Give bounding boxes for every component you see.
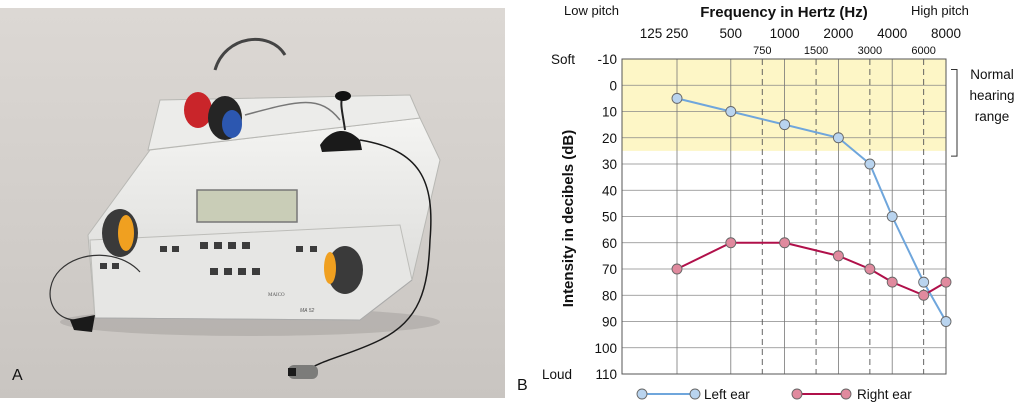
right-knob [324, 246, 363, 294]
device-model: MA 52 [300, 308, 314, 314]
left-ear-point [779, 119, 791, 131]
right-ear-point [864, 263, 876, 275]
y-tick-label: 50 [602, 210, 617, 225]
y-edge-label-loud: Loud [542, 367, 572, 382]
y-tick-label: 110 [595, 367, 617, 382]
left-ear-point [886, 211, 898, 222]
series-line-left-ear [676, 97, 947, 322]
headphone-band [213, 38, 287, 71]
normal-range-label-line: range [975, 109, 1010, 124]
x-tick-label-major: 500 [720, 26, 743, 41]
left-ear-point [671, 92, 683, 104]
y-tick-label: 40 [602, 183, 617, 198]
right-ear-point [779, 237, 791, 249]
right-ear-point [671, 263, 683, 275]
plot-frame [621, 58, 947, 375]
x-tick-label-major: 8000 [931, 26, 961, 41]
normal-range-label-line: hearing [969, 88, 1014, 103]
lcd-display [196, 189, 298, 223]
x-tick-label-minor: 3000 [858, 45, 882, 57]
x-edge-label-low: Low pitch [564, 3, 619, 18]
y-tick-label: 80 [602, 288, 617, 303]
microphone-cable [304, 139, 432, 373]
left-ear-point [864, 158, 876, 170]
legend-left-ear-label: Left ear [704, 387, 750, 402]
response-cable [49, 254, 141, 321]
legend-right-ear-marker [840, 388, 852, 400]
right-ear-point [940, 276, 952, 288]
x-tick-label-minor: 750 [753, 45, 771, 57]
x-tick-label-minor: 6000 [911, 45, 935, 57]
y-tick-label: 60 [602, 236, 617, 251]
audiometer-photo: MAICO MA 52 [0, 8, 505, 398]
y-tick-label: -10 [597, 52, 617, 67]
x-tick-label-major: 4000 [877, 26, 907, 41]
x-tick-label-major: 125 [640, 26, 663, 41]
x-tick-label-major: 250 [666, 26, 689, 41]
normal-range-band [622, 59, 946, 151]
y-edge-label-soft: Soft [551, 52, 575, 67]
left-ear-point [725, 106, 737, 117]
panel-label-a: A [12, 367, 23, 384]
legend-left-ear-marker [689, 388, 701, 400]
right-ear-point [886, 276, 898, 288]
headphone-red-cup [184, 92, 212, 128]
left-knob [102, 209, 138, 257]
x-tick-label-minor: 1500 [804, 45, 828, 57]
x-tick-label-major: 2000 [823, 26, 853, 41]
left-ear-point [940, 316, 952, 327]
y-tick-label: 30 [602, 157, 617, 172]
headphone-blue-cup [208, 96, 242, 140]
base-edge [94, 279, 413, 321]
y-tick-label: 90 [602, 315, 617, 330]
patient-response-button [288, 365, 318, 379]
y-axis-title: Intensity in decibels (dB) [560, 130, 577, 308]
legend-left-ear-marker [636, 388, 648, 400]
normal-range-bracket [951, 69, 958, 157]
right-ear-point [918, 289, 930, 301]
device-brand: MAICO [268, 293, 285, 298]
headphone-cable [244, 101, 341, 121]
left-ear-point [918, 276, 930, 288]
microphone [320, 91, 362, 152]
right-ear-point [725, 237, 737, 249]
x-tick-label-major: 1000 [770, 26, 800, 41]
left-ear-point [832, 132, 844, 144]
y-tick-label: 0 [609, 78, 617, 93]
panel-label-b: B [517, 377, 528, 394]
y-tick-label: 70 [602, 262, 617, 277]
legend-right-ear-label: Right ear [857, 387, 912, 402]
y-tick-label: 10 [602, 105, 617, 120]
x-edge-label-high: High pitch [911, 3, 969, 18]
normal-range-label-line: Normal [970, 67, 1014, 82]
legend-right-ear-marker [791, 388, 803, 400]
series-line-right-ear [676, 241, 947, 297]
control-buttons [100, 242, 317, 275]
x-axis-title: Frequency in Hertz (Hz) [700, 4, 868, 21]
y-tick-label: 20 [602, 131, 617, 146]
y-tick-label: 100 [594, 341, 617, 356]
right-ear-point [832, 250, 844, 262]
earphone-insert [70, 315, 95, 332]
